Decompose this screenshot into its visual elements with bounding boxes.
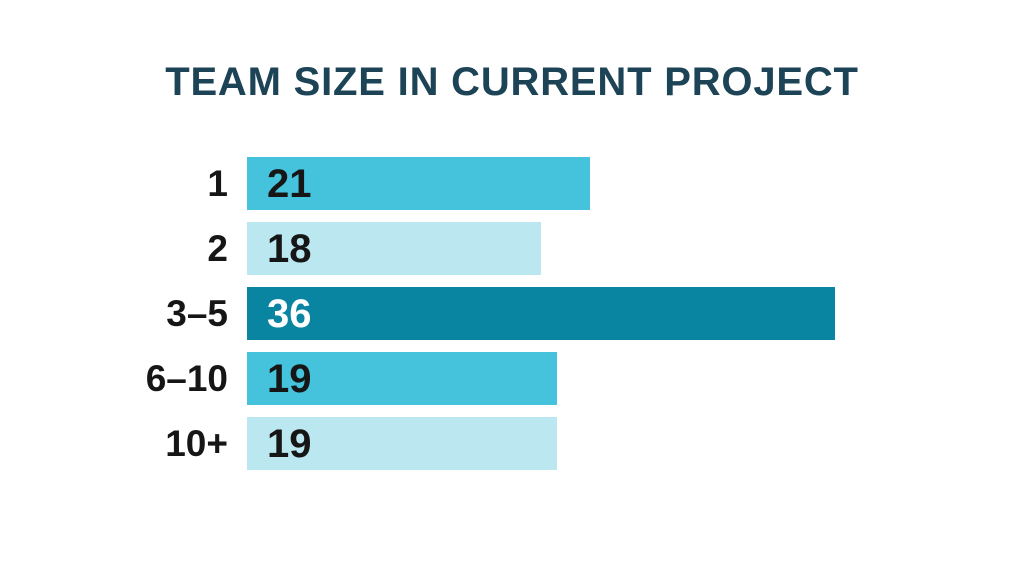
value-label: 18: [267, 226, 312, 271]
bar: 36: [247, 287, 835, 340]
value-label: 21: [267, 161, 312, 206]
category-label: 2: [207, 228, 228, 269]
bar-row: 6–10 19: [0, 352, 1024, 405]
bar-row: 3–5 36: [0, 287, 1024, 340]
value-label: 19: [267, 356, 312, 401]
bar: 18: [247, 222, 541, 275]
category-label: 1: [207, 163, 228, 204]
bar: 21: [247, 157, 590, 210]
category-label: 10+: [165, 423, 228, 464]
bar-chart: 1 21 2 18 3–5 36 6–10 19 10+ 19: [0, 157, 1024, 482]
value-label: 19: [267, 421, 312, 466]
value-label: 36: [267, 291, 312, 336]
bar-row: 1 21: [0, 157, 1024, 210]
chart-title: TEAM SIZE IN CURRENT PROJECT: [165, 60, 859, 104]
category-label: 3–5: [166, 293, 228, 334]
bar-row: 2 18: [0, 222, 1024, 275]
bar: 19: [247, 352, 557, 405]
bar: 19: [247, 417, 557, 470]
bar-row: 10+ 19: [0, 417, 1024, 470]
category-label: 6–10: [145, 358, 228, 399]
